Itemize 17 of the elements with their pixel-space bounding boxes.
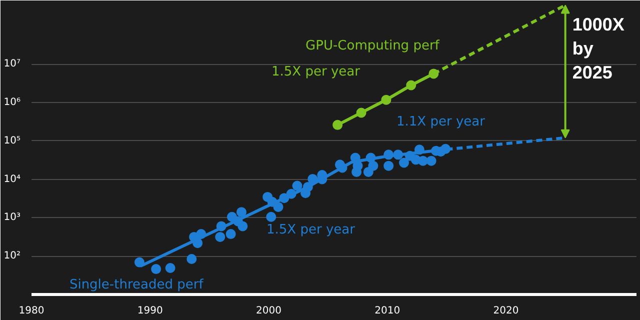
x-tick-label: 2000: [256, 306, 282, 316]
y-tick-label: 10²: [4, 250, 20, 262]
annotation: 1.1X per year: [396, 114, 486, 130]
x-tick-label: 1990: [137, 306, 163, 316]
annotation: 1.5X per year: [272, 64, 361, 80]
y-tick-label: 10⁷: [4, 58, 20, 70]
x-tick-label: 2020: [493, 306, 519, 316]
y-tick-label: 10⁴: [4, 174, 20, 185]
series-label: GPU-Computing perf: [306, 38, 440, 54]
x-tick-label: 2010: [374, 306, 400, 316]
y-tick-label: 10³: [4, 212, 20, 224]
y-tick-label: 10⁵: [4, 135, 20, 146]
annotation: 1000X by 2025: [572, 14, 624, 82]
y-tick-label: 10⁶: [4, 96, 20, 108]
series-label: Single-threaded perf: [69, 277, 204, 292]
x-tick-label: 1980: [18, 306, 44, 316]
annotation: 1.5X per year: [266, 222, 356, 238]
